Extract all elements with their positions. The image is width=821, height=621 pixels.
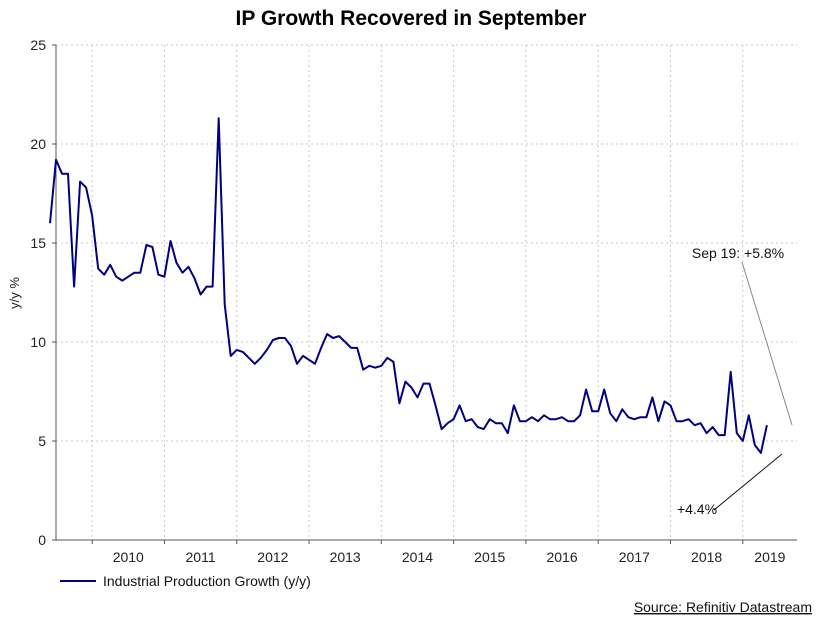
gridlines bbox=[56, 44, 797, 540]
annotation-leader-aug19 bbox=[713, 453, 783, 511]
series-line-industrial-production bbox=[49, 117, 768, 454]
y-tick-label: 25 bbox=[30, 37, 46, 53]
y-tick-label: 0 bbox=[38, 532, 46, 548]
y-tick-label: 10 bbox=[30, 334, 46, 350]
x-tick-label: 2018 bbox=[691, 549, 722, 565]
annotation-sep19: Sep 19: +5.8% bbox=[692, 245, 784, 261]
y-tick-label: 15 bbox=[30, 235, 46, 251]
x-axis-ticks: 2010 2011 2012 2013 2014 2015 2016 2017 2018 2019 bbox=[91, 540, 786, 565]
x-tick-label: 2011 bbox=[186, 549, 216, 565]
y-axis-label: y/y % bbox=[7, 277, 22, 309]
source-note: Source: Refinitiv Datastream bbox=[634, 599, 812, 615]
x-tick-label: 2013 bbox=[330, 549, 361, 565]
legend-label: Industrial Production Growth (y/y) bbox=[103, 573, 311, 589]
chart-title: IP Growth Recovered in September bbox=[236, 7, 587, 30]
annotation-aug19: +4.4% bbox=[677, 501, 717, 517]
x-tick-label: 2017 bbox=[619, 549, 650, 565]
x-tick-label: 2015 bbox=[474, 549, 505, 565]
y-tick-label: 20 bbox=[30, 136, 46, 152]
y-tick-label: 5 bbox=[38, 433, 46, 449]
y-axis-ticks: 0 5 10 15 20 25 bbox=[30, 37, 56, 548]
x-tick-label: 2010 bbox=[113, 549, 144, 565]
x-tick-label: 2019 bbox=[754, 549, 785, 565]
x-tick-label: 2014 bbox=[402, 549, 433, 565]
x-tick-label: 2012 bbox=[257, 549, 288, 565]
x-tick-label: 2016 bbox=[546, 549, 577, 565]
annotation-leader-sep19 bbox=[741, 261, 793, 426]
